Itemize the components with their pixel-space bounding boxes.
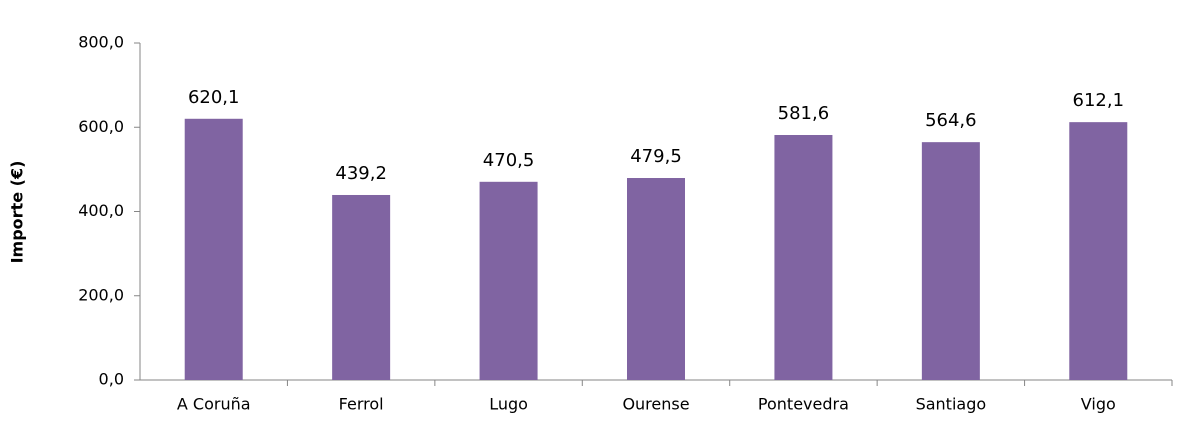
value-label: 620,1	[188, 87, 240, 108]
bar	[1069, 122, 1128, 380]
value-label: 581,6	[778, 103, 830, 124]
y-tick-label: 0,0	[99, 370, 124, 389]
y-tick-label: 400,0	[78, 201, 124, 220]
y-tick-label: 800,0	[78, 33, 124, 52]
y-tick-label: 200,0	[78, 285, 124, 304]
x-tick-label: Ferrol	[339, 395, 384, 414]
x-tick-label: Santiago	[916, 395, 987, 414]
x-tick-label: Pontevedra	[758, 395, 849, 414]
value-label: 470,5	[483, 150, 535, 171]
bar	[774, 135, 833, 380]
bar	[627, 178, 685, 380]
bar	[479, 181, 538, 380]
value-label: 564,6	[925, 110, 977, 131]
bar	[921, 142, 980, 380]
x-tick-label: Vigo	[1081, 395, 1116, 414]
value-label: 612,1	[1073, 90, 1125, 111]
bar	[332, 194, 391, 380]
y-tick-label: 600,0	[78, 117, 124, 136]
x-tick-label: Lugo	[489, 395, 528, 414]
x-tick-label: Ourense	[622, 395, 689, 414]
value-label: 439,2	[335, 163, 387, 184]
bar	[184, 118, 243, 381]
y-axis-label: Importe (€)	[8, 161, 27, 264]
x-tick-label: A Coruña	[177, 395, 251, 414]
value-label: 479,5	[630, 146, 682, 167]
